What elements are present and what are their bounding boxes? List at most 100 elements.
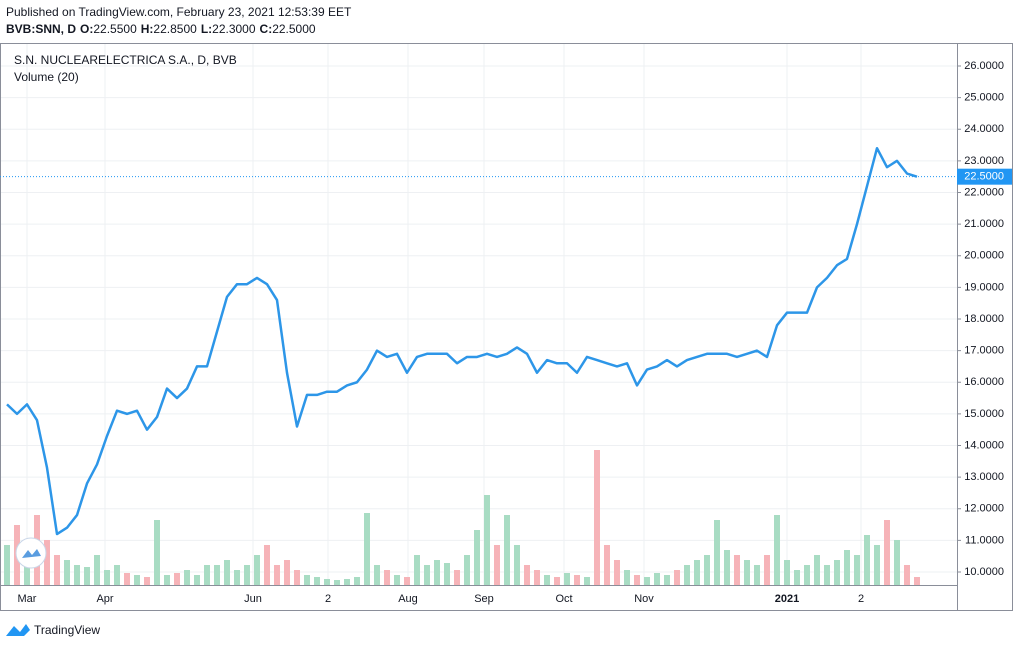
logo <box>6 624 30 636</box>
volume-bar <box>754 565 760 585</box>
y-tick-label: 14.0000 <box>964 439 1004 451</box>
volume-bar <box>94 555 100 585</box>
volume-bar <box>744 560 750 585</box>
y-tick-label: 26.0000 <box>964 60 1004 72</box>
volume-bar <box>904 565 910 585</box>
footer-brand: TradingView <box>34 623 100 637</box>
volume-bar <box>264 545 270 585</box>
frame <box>0 43 1013 611</box>
volume-bar <box>344 579 350 585</box>
volume-bar <box>144 577 150 585</box>
volume-bar <box>464 555 470 585</box>
ohlc-label: H: <box>140 22 154 36</box>
x-tick-label: Apr <box>96 593 113 605</box>
volume-bar <box>154 520 160 585</box>
ohlc-value: 22.3000 <box>212 22 256 36</box>
volume-bar <box>714 520 720 585</box>
volume-bar <box>274 565 280 585</box>
volume-bar <box>434 560 440 585</box>
ohlc: O:22.5500 H:22.8500 L:22.3000 C:22.5000 <box>76 22 316 36</box>
volume-bar <box>194 575 200 585</box>
volume-bar <box>784 560 790 585</box>
y-tick-label: 22.0000 <box>964 186 1004 198</box>
y-tick-label: 24.0000 <box>964 123 1004 135</box>
volume-bar <box>534 570 540 585</box>
ohlc-label: O: <box>80 22 94 36</box>
volume-bar <box>874 545 880 585</box>
volume-bar <box>564 573 570 585</box>
volume-bar <box>814 555 820 585</box>
chart-subtitle: Volume (20) <box>14 70 79 84</box>
volume-bar <box>314 577 320 585</box>
volume-bar <box>204 565 210 585</box>
volume-bar <box>324 579 330 585</box>
volume-bar <box>894 540 900 585</box>
volume-bar <box>474 530 480 585</box>
volume-bar <box>884 520 890 585</box>
volume-bar <box>724 550 730 585</box>
volume-bar <box>624 570 630 585</box>
ohlc-label: C: <box>259 22 273 36</box>
volume-bar <box>704 555 710 585</box>
volume-bar <box>74 565 80 585</box>
y-tick-label: 12.0000 <box>964 503 1004 515</box>
y-tick-label: 10.0000 <box>964 566 1004 578</box>
y-tick-label: 20.0000 <box>964 250 1004 262</box>
y-tick-label: 16.0000 <box>964 376 1004 388</box>
volume-bar <box>654 573 660 585</box>
volume-bar <box>24 555 30 585</box>
volume-bar <box>64 560 70 585</box>
y-tick-label: 18.0000 <box>964 313 1004 325</box>
symbol-line: BVB:SNN, D O:22.5500 H:22.8500 L:22.3000 C:2… <box>6 22 316 36</box>
x-tick-label: Sep <box>474 593 494 605</box>
y-tick-label: 25.0000 <box>964 92 1004 104</box>
volume-bar <box>584 577 590 585</box>
volume-bar <box>364 513 370 585</box>
volume-bar <box>394 575 400 585</box>
volume-bar <box>104 570 110 585</box>
volume-bar <box>864 535 870 585</box>
ohlc-value: 22.8500 <box>153 22 197 36</box>
volume-bar <box>294 570 300 585</box>
volume-bar <box>234 570 240 585</box>
volume-bar <box>54 555 60 585</box>
volume-bar <box>214 565 220 585</box>
volume-bar <box>44 540 50 585</box>
x-tick-label: 2021 <box>775 593 799 605</box>
volume-bar <box>224 560 230 585</box>
volume-bar <box>554 577 560 585</box>
watermark <box>15 537 47 569</box>
volume-bar <box>244 565 250 585</box>
y-tick-label: 23.0000 <box>964 155 1004 167</box>
volume-bar <box>284 560 290 585</box>
x-tick-label: 2 <box>858 593 864 605</box>
volume-bar <box>184 570 190 585</box>
volume-bar <box>514 545 520 585</box>
volume-bar <box>764 555 770 585</box>
volume-bar <box>614 560 620 585</box>
chart-title: S.N. NUCLEARELECTRICA S.A., D, BVB <box>14 53 237 67</box>
volume-bar <box>114 565 120 585</box>
volume-bar <box>634 575 640 585</box>
volume-bar <box>304 575 310 585</box>
x-tick-label: Mar <box>18 593 37 605</box>
volume-bar <box>354 577 360 585</box>
volume-bar <box>334 580 340 585</box>
x-tick-label: Oct <box>555 593 572 605</box>
volume-bar <box>454 570 460 585</box>
volume-bar <box>914 577 920 585</box>
volume-bar <box>854 555 860 585</box>
ohlc-value: 22.5500 <box>93 22 137 36</box>
volume-bar <box>734 555 740 585</box>
volume-bar <box>824 565 830 585</box>
y-tick-label: 11.0000 <box>965 534 1004 546</box>
y-tick-label: 13.0000 <box>964 471 1004 483</box>
symbol: BVB:SNN, D <box>6 22 77 36</box>
volume-bar <box>504 515 510 585</box>
x-tick-label: 2 <box>325 593 331 605</box>
y-tick-label: 15.0000 <box>964 408 1004 420</box>
volume-bar <box>4 545 10 585</box>
x-tick-label: Jun <box>244 593 262 605</box>
